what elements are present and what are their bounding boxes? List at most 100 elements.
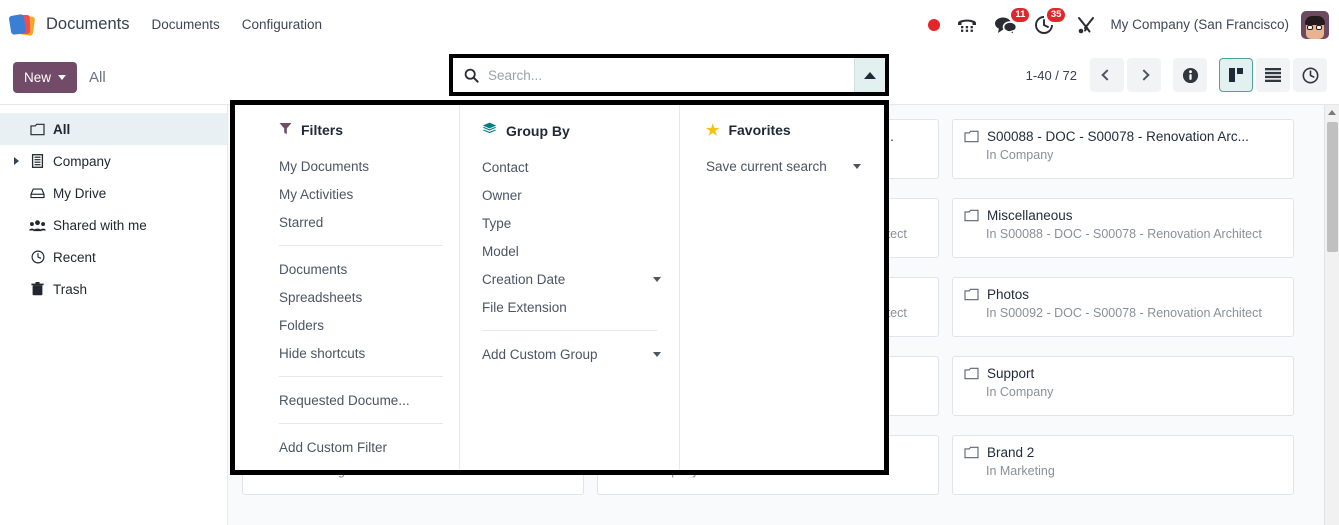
kanban-card-title: S00088 - DOC - S00078 - Renovation Arc..… <box>987 129 1249 144</box>
documents-app-logo-icon[interactable] <box>8 12 36 38</box>
view-switcher-list[interactable] <box>1256 58 1290 92</box>
sidebar-item-label: All <box>53 121 71 137</box>
kanban-card[interactable]: Brand 2 In Marketing <box>952 435 1294 495</box>
vertical-scrollbar[interactable] <box>1324 105 1339 525</box>
sidebar-item-label: Company <box>53 153 111 169</box>
kanban-card[interactable]: Miscellaneous In S00088 - DOC - S00078 - … <box>952 198 1294 258</box>
chat-bubble-icon[interactable]: 11 <box>994 7 1030 35</box>
view-switcher-activity[interactable] <box>1293 58 1327 92</box>
chevron-down-icon[interactable] <box>653 351 661 357</box>
groupby-item-creation-date[interactable]: Creation Date <box>482 265 679 293</box>
groupby-item-type[interactable]: Type <box>482 209 679 237</box>
new-button[interactable]: New <box>13 61 78 93</box>
filter-item-add-custom-filter[interactable]: Add Custom Filter <box>279 433 459 461</box>
kanban-card[interactable]: Support In Company <box>952 356 1294 416</box>
trash-icon <box>29 282 46 296</box>
expander-triangle-icon[interactable] <box>10 157 22 165</box>
search-box[interactable]: Search... <box>449 54 889 96</box>
favorites-column: ★ Favorites Save current search <box>679 105 879 470</box>
search-dropdown-toggle[interactable] <box>854 58 885 92</box>
kanban-card-title: Brand 2 <box>987 445 1035 460</box>
menu-item-label: Contact <box>482 159 529 175</box>
kanban-card-title-row: Brand 2 <box>964 445 1282 460</box>
sidebar-item-my-drive[interactable]: My Drive <box>0 177 227 209</box>
menu-item-label: My Documents <box>279 158 370 174</box>
filter-item-hide-shortcuts[interactable]: Hide shortcuts <box>279 339 459 367</box>
company-icon <box>29 154 46 168</box>
nav-menu-documents[interactable]: Documents <box>151 17 220 32</box>
control-panel-right: 1-40 / 72 <box>1026 58 1327 92</box>
sidebar-item-shared-with-me[interactable]: Shared with me <box>0 209 227 241</box>
menu-item-label: Type <box>482 215 512 231</box>
sidebar-item-company[interactable]: Company <box>0 145 227 177</box>
phone-dialpad-icon[interactable] <box>956 15 978 35</box>
chevron-down-icon <box>58 74 67 80</box>
groupby-column: Group By Contact Owner Type Model Creation D… <box>459 105 679 470</box>
groupby-item-model[interactable]: Model <box>482 237 679 265</box>
groupby-item-file-extension[interactable]: File Extension <box>482 293 679 321</box>
kanban-card[interactable]: S00088 - DOC - S00078 - Renovation Arc..… <box>952 119 1294 179</box>
favorites-item-save-current-search[interactable]: Save current search <box>706 152 879 180</box>
groupby-body: Contact Owner Type Model Creation Date File E… <box>482 153 679 368</box>
app-title: Documents <box>46 15 130 33</box>
view-switcher-kanban[interactable] <box>1219 58 1253 92</box>
kanban-card-subtitle: In Company <box>986 385 1054 399</box>
groupby-item-add-custom-group[interactable]: Add Custom Group <box>482 340 679 368</box>
tools-icon[interactable] <box>1076 15 1096 35</box>
clock-icon[interactable]: 35 <box>1034 7 1066 35</box>
sidebar-item-all[interactable]: All <box>0 113 227 145</box>
kanban-card[interactable]: Photos In S00092 - DOC - S00078 - Renovat… <box>952 277 1294 337</box>
info-icon[interactable] <box>1173 58 1207 92</box>
folder-icon <box>964 209 979 222</box>
menu-separator <box>482 330 657 331</box>
groupby-item-owner[interactable]: Owner <box>482 181 679 209</box>
filter-item-folders[interactable]: Folders <box>279 311 459 339</box>
layers-icon <box>482 122 497 139</box>
kanban-card-subtitle: In S00092 - DOC - S00078 - Renovation Ar… <box>986 306 1262 320</box>
nav-menu-configuration[interactable]: Configuration <box>241 17 323 32</box>
chevron-down-icon[interactable] <box>853 163 861 169</box>
pager-next-button[interactable] <box>1127 58 1161 92</box>
favorites-body: Save current search <box>706 152 879 180</box>
menu-item-label: Add Custom Group <box>482 346 598 362</box>
record-dot-icon[interactable] <box>928 18 941 31</box>
chevron-down-icon[interactable] <box>653 276 661 282</box>
drive-icon <box>29 187 46 200</box>
filter-item-my-activities[interactable]: My Activities <box>279 180 459 208</box>
avatar[interactable] <box>1301 10 1329 39</box>
menu-item-label: Add Custom Filter <box>279 439 388 455</box>
top-navbar: Documents Documents Configuration 11 <box>0 0 1339 50</box>
kanban-card-title: Miscellaneous <box>987 208 1073 223</box>
menu-item-label: File Extension <box>482 299 567 315</box>
pager-previous-button[interactable] <box>1090 58 1124 92</box>
sidebar-item-label: My Drive <box>53 185 107 201</box>
recent-clock-icon <box>29 250 46 264</box>
menu-item-label: Folders <box>279 317 325 333</box>
folder-icon <box>964 446 979 459</box>
scroll-up-arrow-icon[interactable] <box>1325 105 1339 120</box>
kanban-card-title-row: Photos <box>964 287 1282 302</box>
filter-item-my-documents[interactable]: My Documents <box>279 152 459 180</box>
kanban-card-subtitle: In Marketing <box>986 464 1055 478</box>
sidebar-item-trash[interactable]: Trash <box>0 273 227 305</box>
filters-column: Filters My Documents My Activities Starred… <box>235 105 459 470</box>
menu-separator <box>279 423 443 424</box>
filter-item-spreadsheets[interactable]: Spreadsheets <box>279 283 459 311</box>
groupby-item-contact[interactable]: Contact <box>482 153 679 181</box>
folder-icon <box>964 367 979 380</box>
funnel-icon <box>279 122 292 138</box>
menu-item-label: Starred <box>279 214 324 230</box>
scrollbar-thumb[interactable] <box>1327 122 1338 252</box>
menu-item-label: Model <box>482 243 519 259</box>
filters-header: Filters <box>279 122 459 138</box>
sidebar-item-recent[interactable]: Recent <box>0 241 227 273</box>
search-input[interactable]: Search... <box>453 58 854 92</box>
kanban-card-title-row: Support <box>964 366 1282 381</box>
filter-item-documents[interactable]: Documents <box>279 255 459 283</box>
menu-item-label: Requested Docume... <box>279 392 410 408</box>
filter-item-requested-docume[interactable]: Requested Docume... <box>279 386 459 414</box>
filter-item-starred[interactable]: Starred <box>279 208 459 236</box>
company-switcher[interactable]: My Company (San Francisco) <box>1110 17 1289 32</box>
groupby-header: Group By <box>482 122 679 139</box>
folder-icon <box>29 123 46 136</box>
